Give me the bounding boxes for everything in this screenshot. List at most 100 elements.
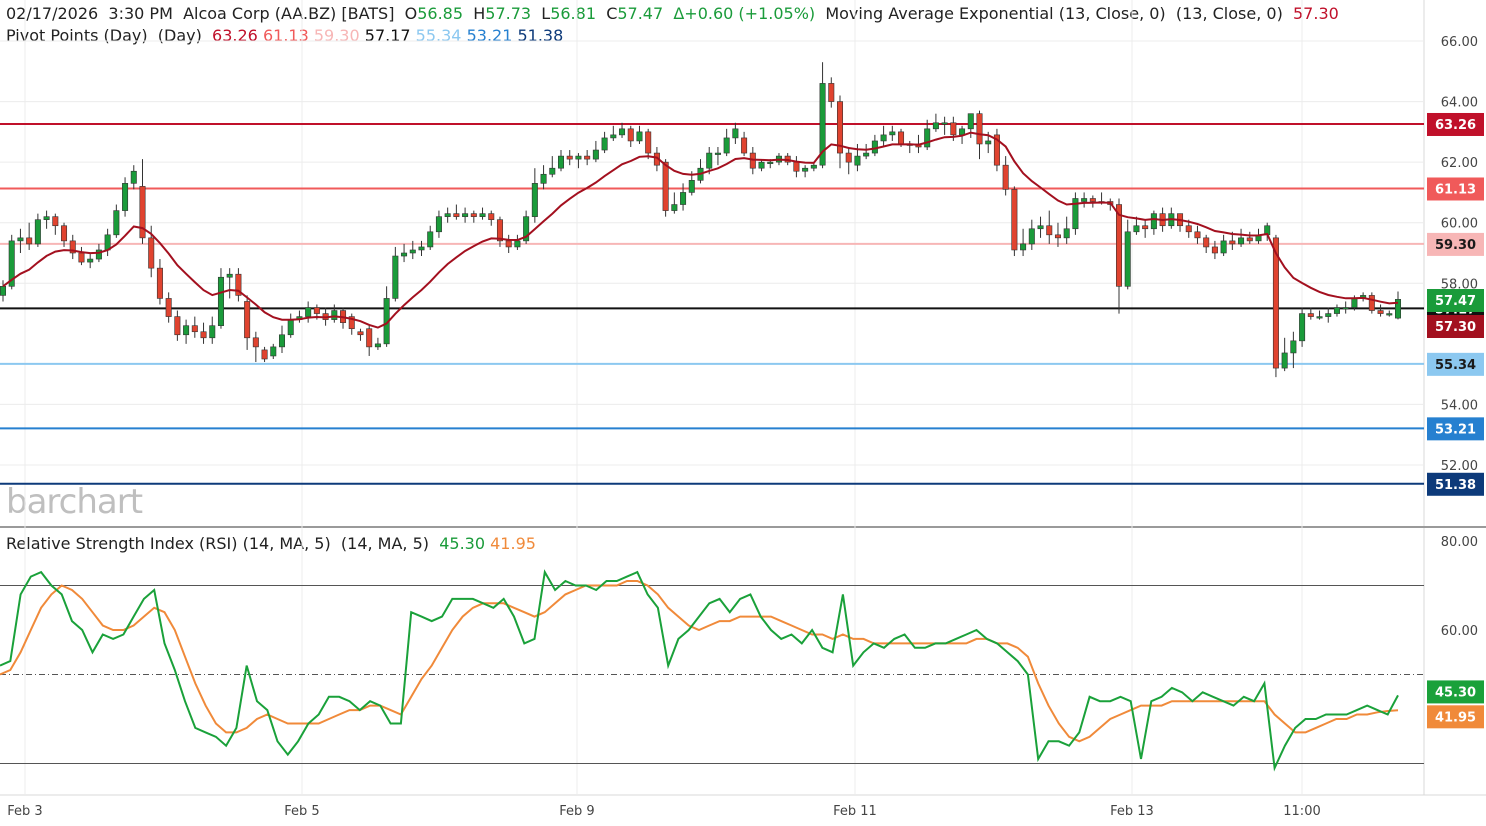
price-label: 57.47	[1435, 294, 1476, 309]
candle-body	[270, 346, 277, 357]
barchart-logo: barchart	[6, 482, 143, 522]
candle-body	[470, 213, 477, 217]
candle-body	[889, 131, 896, 136]
pivot-params: (Day)	[157, 26, 202, 45]
close-label: C	[606, 4, 618, 23]
candle-body	[732, 128, 739, 139]
candle-body	[671, 204, 678, 211]
candle-body	[767, 161, 774, 164]
price-tick-label: 64.00	[1441, 96, 1478, 111]
candle-body	[261, 349, 268, 360]
candle-body	[1185, 225, 1192, 233]
x-tick-label: 11:00	[1283, 804, 1320, 819]
candle-body	[1115, 204, 1123, 287]
candle-body	[1037, 225, 1044, 230]
rsi-header: Relative Strength Index (RSI) (14, MA, 5…	[6, 534, 536, 554]
candle-body	[549, 167, 556, 175]
candle-body	[313, 307, 320, 314]
pivot-label-s1: 55.34	[1435, 358, 1476, 373]
candle-body	[1063, 228, 1070, 239]
candle-body	[1351, 298, 1358, 308]
low-label: L	[541, 4, 551, 23]
candle-body	[34, 219, 41, 245]
candle-body	[1011, 189, 1018, 251]
candle-body	[758, 161, 765, 169]
candle-body	[122, 183, 129, 211]
candle-body	[845, 152, 852, 163]
candle-body	[566, 155, 573, 160]
rsi-label-box	[1427, 705, 1484, 729]
candle-body	[967, 113, 974, 130]
pivot-label-box	[1427, 472, 1484, 496]
candle-body	[183, 325, 190, 336]
candle-body	[374, 343, 381, 348]
candle-body	[1368, 295, 1375, 311]
candle-body	[854, 155, 861, 166]
candle-body	[331, 310, 338, 320]
candle-body	[278, 334, 286, 348]
candle-body	[1316, 316, 1323, 319]
candle-body	[235, 273, 242, 296]
candle-body	[130, 170, 137, 184]
candle-body	[226, 273, 233, 278]
candle-body	[52, 216, 59, 227]
rsi-tick-label: 80.00	[1441, 535, 1478, 550]
pivot-label-box	[1427, 177, 1484, 201]
candle-body	[287, 319, 294, 336]
candle-body	[69, 240, 76, 254]
pivot-label-box	[1427, 112, 1484, 136]
rsi-ma-value: 41.95	[490, 534, 536, 553]
candle-body	[1211, 246, 1218, 254]
candle-body	[1342, 307, 1349, 310]
open-value: 56.85	[417, 4, 464, 23]
candle-body	[200, 331, 207, 339]
candle-body	[1028, 228, 1035, 245]
candle-body	[1054, 234, 1061, 239]
pivot-p: 57.17	[364, 26, 411, 45]
candle-body	[828, 83, 835, 102]
candle-body	[932, 122, 939, 130]
candle-body	[1046, 225, 1053, 236]
candle-body	[941, 122, 948, 125]
candle-body	[706, 152, 713, 169]
candle-body	[244, 301, 251, 339]
candle-body	[802, 167, 809, 172]
candle-body	[26, 237, 33, 245]
candle-body	[540, 173, 547, 184]
candle-body	[1325, 313, 1332, 317]
candle-body	[1203, 237, 1210, 248]
x-tick-label: Feb 3	[7, 804, 42, 819]
candle-body	[95, 249, 102, 260]
candle-body	[462, 213, 469, 217]
candle-body	[688, 180, 695, 193]
candle-body	[488, 213, 495, 220]
pivot-label-box	[1427, 232, 1484, 256]
candle-body	[793, 161, 800, 172]
x-tick-label: Feb 13	[1110, 804, 1154, 819]
candle-body	[514, 240, 521, 248]
price-label-box	[1427, 315, 1484, 338]
pivot-label-box	[1427, 417, 1484, 441]
candle-body	[43, 216, 50, 220]
candle-body	[1238, 237, 1245, 245]
candle-body	[1150, 213, 1157, 230]
price-label-box	[1427, 289, 1484, 312]
candle-body	[924, 128, 931, 148]
candle-body	[252, 337, 259, 348]
candle-body	[348, 316, 355, 330]
price-tick-label: 52.00	[1441, 459, 1478, 474]
price-tick-label: 60.00	[1441, 217, 1478, 232]
candle-body	[557, 155, 565, 169]
rsi-value-label: 41.95	[1435, 710, 1476, 725]
candle-body	[61, 225, 68, 242]
candle-body	[601, 137, 608, 151]
candle-body	[139, 186, 146, 239]
rsi-params: (14, MA, 5)	[340, 534, 430, 553]
candle-body	[156, 267, 163, 299]
rsi-value: 45.30	[439, 534, 486, 553]
header-date: 02/17/2026	[6, 4, 99, 23]
candle-body	[985, 140, 992, 145]
candle-body	[113, 210, 120, 236]
candle-body	[78, 252, 85, 263]
